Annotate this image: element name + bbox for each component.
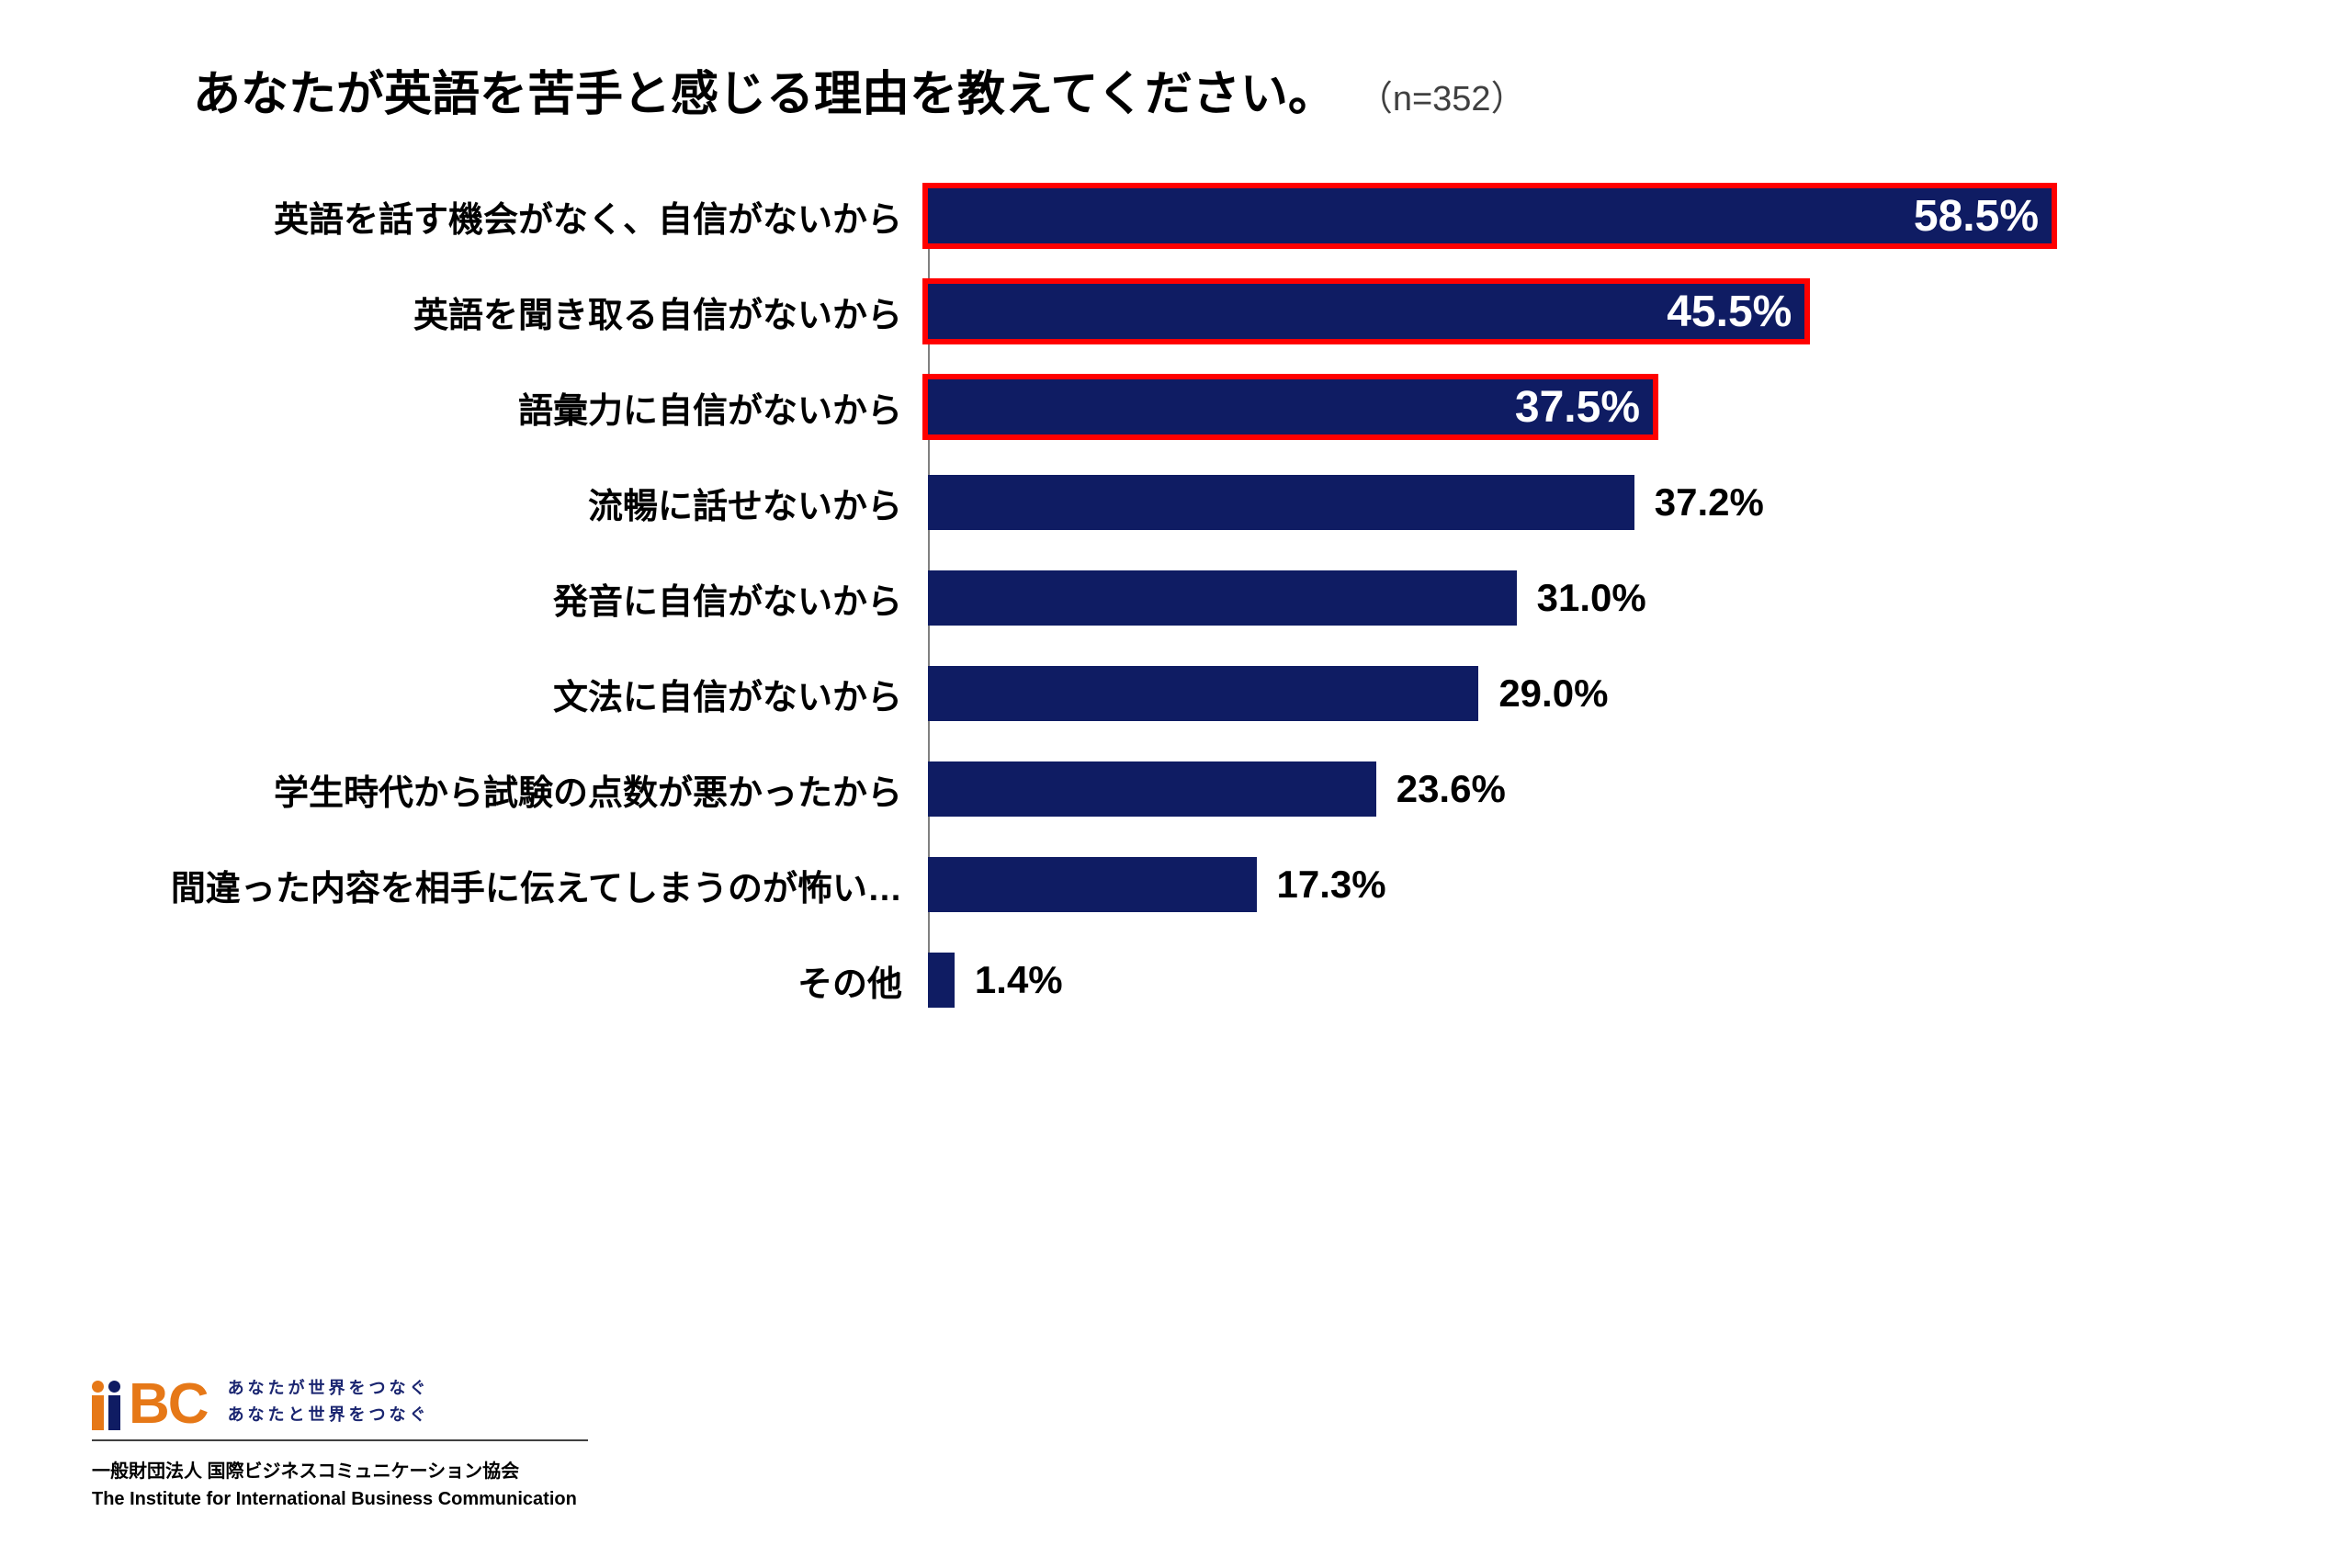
bars-container: 英語を話す機会がなく、自信がないから 58.5% 英語を聞き取る自信がないから 45.… — [74, 188, 2278, 1008]
tagline-line2: あなたと世界をつなぐ — [228, 1402, 430, 1428]
bar — [928, 666, 1478, 721]
bar — [928, 857, 1257, 912]
chart-title: あなたが英語を苦手と感じる理由を教えてください。 — [193, 55, 1336, 124]
bar-value: 37.2% — [1655, 480, 1764, 525]
logo-divider — [92, 1439, 588, 1441]
bar-col: 1.4% — [928, 953, 2278, 1008]
bar-highlighted: 45.5% — [922, 278, 1810, 344]
bar-col: 58.5% — [928, 188, 2278, 243]
bar-row: 間違った内容を相手に伝えてしまうのが怖い… 17.3% — [74, 857, 2278, 912]
chart-header: あなたが英語を苦手と感じる理由を教えてください。 （n=352） — [74, 55, 2278, 124]
logo-area: BC あなたが世界をつなぐ あなたと世界をつなぐ 一般財団法人 国際ビジネスコミ… — [92, 1373, 588, 1513]
bar-col: 29.0% — [928, 666, 2278, 721]
org-name-en: The Institute for International Business… — [92, 1485, 588, 1513]
chart-area: 英語を話す機会がなく、自信がないから 58.5% 英語を聞き取る自信がないから 45.… — [74, 188, 2278, 1008]
logo-row: BC あなたが世界をつなぐ あなたと世界をつなぐ — [92, 1373, 588, 1430]
bar-col: 37.2% — [928, 475, 2278, 530]
bar — [928, 570, 1517, 626]
bar — [928, 761, 1376, 817]
tagline-line1: あなたが世界をつなぐ — [228, 1375, 430, 1402]
bar-value: 45.5% — [1667, 287, 1792, 337]
sample-size: （n=352） — [1358, 70, 1526, 120]
bar-label: 語彙力に自信がないから — [74, 382, 928, 433]
bar-label: 文法に自信がないから — [74, 669, 928, 719]
bar-row: 語彙力に自信がないから 37.5% — [74, 379, 2278, 434]
bar-value: 17.3% — [1277, 863, 1386, 907]
bar-row: 学生時代から試験の点数が悪かったから 23.6% — [74, 761, 2278, 817]
bar-value: 29.0% — [1498, 671, 1608, 716]
bar-label: 流暢に話せないから — [74, 478, 928, 528]
bar-value: 31.0% — [1537, 576, 1646, 620]
bar-label: その他 — [74, 955, 928, 1006]
bar-col: 45.5% — [928, 284, 2278, 339]
bar-col: 23.6% — [928, 761, 2278, 817]
bar-col: 37.5% — [928, 379, 2278, 434]
bar-highlighted: 58.5% — [922, 183, 2057, 249]
bar-label: 発音に自信がないから — [74, 573, 928, 624]
bar-row: 英語を話す機会がなく、自信がないから 58.5% — [74, 188, 2278, 243]
bar-highlighted: 37.5% — [922, 374, 1658, 440]
bar-row: その他 1.4% — [74, 953, 2278, 1008]
iibc-logo: BC — [92, 1373, 208, 1430]
bar-row: 流暢に話せないから 37.2% — [74, 475, 2278, 530]
bar-row: 英語を聞き取る自信がないから 45.5% — [74, 284, 2278, 339]
bar-label: 英語を話す機会がなく、自信がないから — [74, 191, 928, 242]
bar-value: 1.4% — [975, 958, 1063, 1002]
bar-label: 英語を聞き取る自信がないから — [74, 287, 928, 337]
bar-row: 文法に自信がないから 29.0% — [74, 666, 2278, 721]
bar-col: 17.3% — [928, 857, 2278, 912]
org-name: 一般財団法人 国際ビジネスコミュニケーション協会 The Institute f… — [92, 1450, 588, 1513]
bar-col: 31.0% — [928, 570, 2278, 626]
bar-row: 発音に自信がないから 31.0% — [74, 570, 2278, 626]
org-name-ja: 一般財団法人 国際ビジネスコミュニケーション協会 — [92, 1458, 588, 1485]
bar-value: 58.5% — [1914, 191, 2039, 242]
bar — [928, 953, 955, 1008]
bar-label: 学生時代から試験の点数が悪かったから — [74, 764, 928, 815]
bar-value: 37.5% — [1515, 382, 1640, 433]
bar-value: 23.6% — [1396, 767, 1506, 811]
logo-tagline: あなたが世界をつなぐ あなたと世界をつなぐ — [228, 1375, 430, 1428]
bar-label: 間違った内容を相手に伝えてしまうのが怖い… — [74, 860, 928, 910]
bar — [928, 475, 1634, 530]
